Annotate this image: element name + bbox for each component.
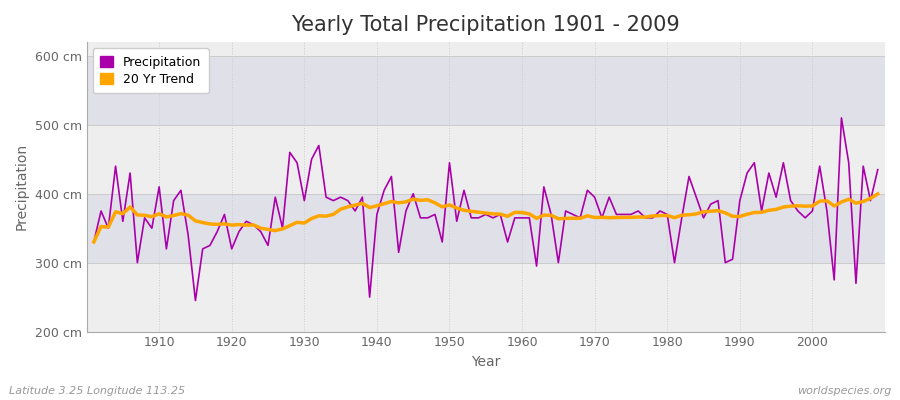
20 Yr Trend bbox=[517, 210, 527, 215]
Title: Yearly Total Precipitation 1901 - 2009: Yearly Total Precipitation 1901 - 2009 bbox=[292, 15, 680, 35]
Precipitation bbox=[517, 216, 527, 220]
Precipitation bbox=[872, 167, 883, 172]
Precipitation bbox=[836, 116, 847, 120]
Bar bbox=[86, 42, 885, 56]
Precipitation bbox=[611, 212, 622, 217]
Line: Precipitation: Precipitation bbox=[94, 118, 878, 300]
Precipitation bbox=[524, 216, 535, 220]
20 Yr Trend bbox=[509, 210, 520, 215]
Line: 20 Yr Trend: 20 Yr Trend bbox=[94, 194, 878, 242]
20 Yr Trend bbox=[306, 216, 317, 221]
20 Yr Trend bbox=[604, 215, 615, 220]
20 Yr Trend bbox=[350, 203, 361, 208]
X-axis label: Year: Year bbox=[471, 355, 500, 369]
Precipitation bbox=[88, 240, 99, 244]
Text: Latitude 3.25 Longitude 113.25: Latitude 3.25 Longitude 113.25 bbox=[9, 386, 185, 396]
Precipitation bbox=[190, 298, 201, 303]
Bar bbox=[86, 263, 885, 332]
Bar bbox=[86, 125, 885, 194]
Legend: Precipitation, 20 Yr Trend: Precipitation, 20 Yr Trend bbox=[93, 48, 209, 93]
20 Yr Trend bbox=[88, 240, 99, 244]
Bar bbox=[86, 194, 885, 263]
Precipitation bbox=[147, 226, 158, 231]
20 Yr Trend bbox=[872, 192, 883, 196]
20 Yr Trend bbox=[147, 214, 158, 219]
Precipitation bbox=[357, 195, 368, 200]
Y-axis label: Precipitation: Precipitation bbox=[15, 143, 29, 230]
Precipitation bbox=[313, 143, 324, 148]
Text: worldspecies.org: worldspecies.org bbox=[796, 386, 891, 396]
Bar bbox=[86, 56, 885, 125]
